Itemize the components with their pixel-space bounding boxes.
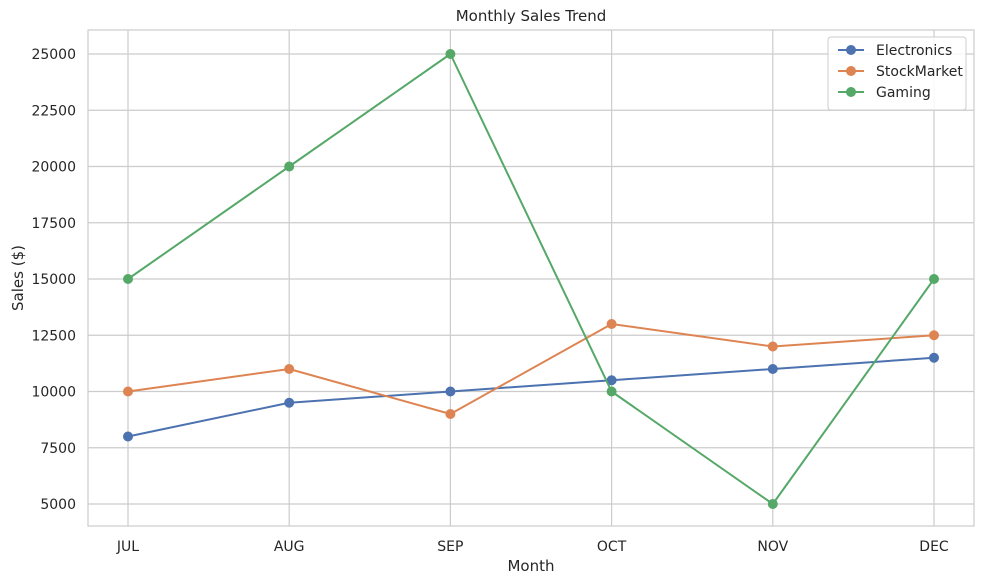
y-tick-label: 5000 (40, 497, 76, 513)
legend-label: Gaming (876, 85, 931, 101)
y-tick-label: 15000 (31, 272, 76, 288)
legend: Electronics StockMarket Gaming (827, 36, 967, 111)
legend-marker (846, 66, 856, 76)
chart-title: Monthly Sales Trend (456, 7, 607, 25)
series-stockmarket (123, 319, 939, 419)
y-tick-label: 7500 (40, 441, 76, 457)
data-point (284, 364, 295, 374)
y-axis-title: Sales ($) (9, 245, 27, 311)
legend-label: StockMarket (876, 64, 963, 80)
series-gaming (123, 49, 939, 509)
data-point (123, 431, 133, 442)
y-tick-label: 12500 (31, 328, 76, 344)
legend-marker (846, 45, 856, 55)
data-point (929, 274, 939, 284)
data-point (767, 341, 778, 352)
data-point (767, 364, 778, 374)
x-axis-title: Month (507, 557, 554, 575)
data-point (606, 386, 617, 397)
data-point (284, 161, 295, 172)
legend-marker (846, 87, 856, 97)
data-point (284, 397, 295, 408)
y-axis-ticks: 5000 7500 10000 12500 15000 17500 20000 22500 25… (31, 47, 76, 513)
data-point (123, 386, 133, 397)
x-tick-label: DEC (919, 539, 949, 555)
series-electronics (123, 352, 939, 442)
legend-item: Gaming (838, 85, 931, 101)
data-point (123, 274, 133, 284)
y-tick-label: 20000 (31, 160, 76, 176)
x-tick-label: OCT (597, 539, 627, 555)
x-axis-ticks: JUL AUG SEP OCT NOV DEC (116, 539, 949, 555)
data-point (767, 499, 778, 509)
y-tick-label: 17500 (31, 216, 76, 232)
plot-frame (87, 29, 975, 527)
data-point (929, 330, 939, 341)
data-point (445, 49, 456, 59)
legend-item: StockMarket (838, 64, 963, 80)
legend-item: Electronics (838, 43, 952, 59)
y-tick-label: 10000 (31, 385, 76, 401)
x-tick-label: SEP (437, 539, 463, 555)
data-point (606, 319, 617, 329)
series-line (127, 356, 935, 438)
data-point (606, 375, 617, 386)
data-point (929, 352, 939, 363)
x-tick-label: JUL (116, 539, 139, 555)
series-line (127, 53, 935, 505)
data-point (445, 386, 456, 397)
series-group (123, 49, 939, 509)
y-tick-label: 25000 (31, 47, 76, 63)
series-line (127, 323, 935, 415)
x-tick-label: NOV (757, 539, 788, 555)
data-point (445, 409, 456, 419)
legend-label: Electronics (876, 43, 952, 59)
y-tick-label: 22500 (31, 103, 76, 119)
plot-area (87, 29, 975, 527)
x-tick-label: AUG (274, 539, 305, 555)
